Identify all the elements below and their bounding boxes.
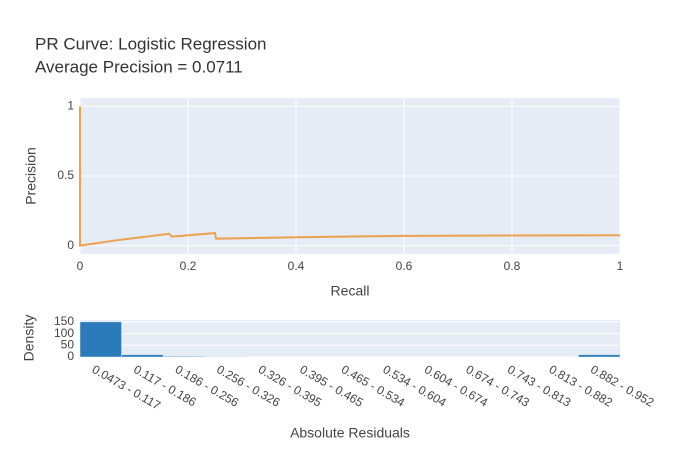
x-axis-title: Absolute Residuals: [290, 425, 410, 441]
plot-background: [80, 320, 620, 357]
pr-line: [79, 106, 621, 247]
y-tick-label: 100: [54, 326, 74, 340]
x-tick-label: 0.2: [180, 259, 197, 273]
y-tick-label: 50: [61, 337, 75, 351]
y-tick-label: 0: [67, 238, 74, 252]
bar: [162, 356, 205, 358]
x-axis-title: Recall: [331, 283, 370, 299]
y-axis-title: Density: [21, 315, 37, 362]
y-tick-label: 1: [67, 99, 74, 113]
y-axis-title: Precision: [23, 147, 39, 205]
chart-subtitle: Average Precision = 0.0711: [35, 57, 243, 76]
x-tick-label: 1: [617, 259, 624, 273]
x-tick-label: 0.6: [396, 259, 413, 273]
y-tick-label: 0: [67, 349, 74, 363]
x-tick-label: 0: [77, 259, 84, 273]
y-tick-label: 0.5: [57, 168, 74, 182]
x-tick-label: 0.4: [288, 259, 305, 273]
chart-title: PR Curve: Logistic Regression: [35, 34, 266, 53]
x-tick-label: 0.8: [504, 259, 521, 273]
bar: [121, 354, 164, 358]
bar: [578, 354, 621, 358]
y-tick-label: 150: [54, 314, 74, 328]
bar: [79, 321, 122, 358]
